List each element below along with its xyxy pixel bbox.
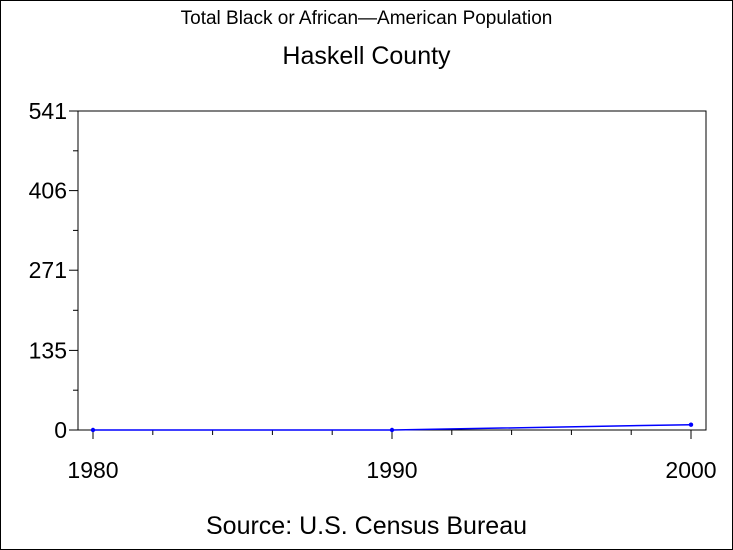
x-tick-label: 1980 [67, 457, 118, 483]
chart-title: Total Black or African—American Populati… [180, 8, 553, 29]
y-axis: 0 135 271 406 541 [29, 98, 78, 443]
series-layer [90, 422, 694, 433]
x-tick-label: 2000 [665, 457, 716, 483]
chart-source-note: Source: U.S. Census Bureau [206, 512, 527, 540]
y-tick-label: 541 [29, 98, 67, 124]
plot-area [77, 110, 707, 431]
y-tick-label: 271 [29, 257, 67, 283]
y-tick-label: 406 [29, 178, 67, 204]
y-tick-label: 0 [54, 417, 67, 443]
x-tick-label: 1990 [366, 457, 417, 483]
chart-subtitle: Haskell County [282, 42, 451, 70]
data-point [90, 427, 96, 433]
data-point [688, 422, 694, 427]
y-tick-label: 135 [29, 337, 67, 363]
x-axis: 1980 1990 2000 [67, 430, 717, 483]
data-point [389, 427, 395, 433]
